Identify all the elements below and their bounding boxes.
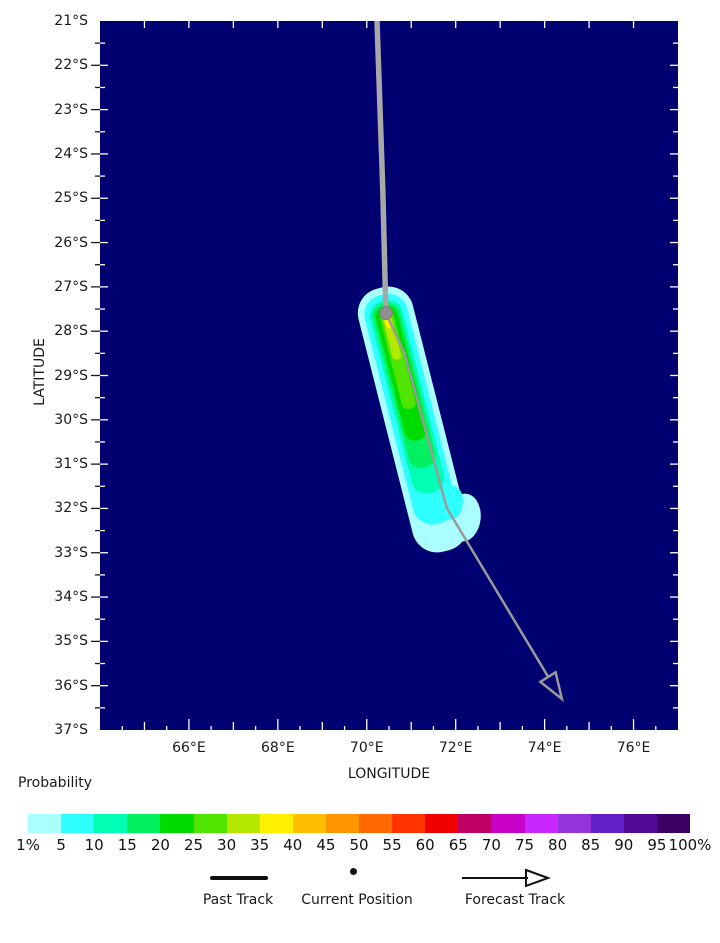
colorbar-cell [425,814,459,833]
lon-tick-label: 76°E [616,740,651,756]
colorbar-label: 50 [349,836,369,854]
colorbar-cell [193,814,228,833]
colorbar-cell [623,814,658,833]
axis-ticks [91,21,678,730]
x-axis-title: LONGITUDE [347,766,431,782]
lat-tick-label: 21°S [54,13,88,29]
colorbar-label: 15 [117,836,137,854]
lat-tick-label: 26°S [54,234,88,251]
colorbar-label: 5 [56,836,66,854]
colorbar-cell [160,814,194,833]
current-position-legend-label: Current Position [301,892,413,908]
lat-tick-label: 29°S [54,367,88,384]
lat-tick-label: 34°S [54,589,88,606]
colorbar-label: 85 [581,836,601,854]
colorbar-label: 40 [283,836,303,854]
past-track-line [374,20,389,314]
forecast-arrow-icon [538,670,565,703]
colorbar-cell [292,814,327,833]
past-track-legend-icon [210,876,268,880]
colorbar-title: Probability [18,775,93,791]
lat-tick-label: 24°S [54,145,88,162]
colorbar-cell [359,814,393,833]
colorbar-cell [127,814,161,833]
colorbar-label: 30 [217,836,237,854]
past-track-legend-label: Past Track [202,892,274,908]
forecast-track-line [384,312,550,678]
colorbar-cell [590,814,625,833]
lat-tick-label: 33°S [54,544,88,561]
colorbar-label: 10 [84,836,104,854]
lon-tick-label: 74°E [527,740,562,756]
colorbar-label: 100% [668,836,712,854]
colorbar-label: 35 [250,836,270,854]
colorbar-cell [325,814,360,833]
lon-tick-label: 66°E [172,740,206,756]
plume-bulge-5 [440,485,463,520]
colorbar-label: 80 [548,836,568,854]
current-position-dot [378,306,393,321]
lat-tick-label: 36°S [54,677,88,694]
probability-map [91,20,678,730]
colorbar-cell [259,814,294,833]
y-axis-title: LATITUDE [32,338,48,406]
colorbar-cell [226,814,261,833]
colorbar-label: 90 [614,836,634,854]
lat-tick-label: 23°S [54,101,88,118]
colorbar-label: 65 [448,836,468,854]
lat-tick-label: 28°S [54,323,88,340]
colorbar-label: 75 [514,836,535,854]
lat-tick-label: 27°S [54,278,88,295]
colorbar-cell [524,814,559,833]
forecast-track-legend-label: Forecast Track [464,892,566,908]
lon-tick-label: 68°E [261,740,295,756]
lon-tick-label: 72°E [438,740,473,756]
lat-tick-label: 30°S [54,411,88,428]
colorbar-cell [28,814,62,833]
colorbar-cell [61,814,95,833]
colorbar-label: 60 [415,836,435,854]
colorbar-cell [557,814,592,833]
forecast-track-legend-icon [462,868,551,888]
lat-tick-label: 32°S [54,500,88,517]
lat-tick-label: 25°S [54,190,88,207]
colorbar-cell [94,814,128,833]
colorbar-label: 1% [16,836,40,854]
colorbar-label: 20 [150,836,170,854]
colorbar-label: 70 [481,836,501,854]
colorbar-cell [458,814,492,833]
colorbar-cell [656,814,691,833]
colorbar-label: 45 [316,836,336,854]
lat-tick-label: 35°S [54,633,88,650]
colorbar-label: 95 [647,836,667,854]
colorbar-label: 25 [183,836,204,854]
colorbar-cell [491,814,525,833]
lon-tick-label: 70°E [349,740,384,756]
lat-tick-label: 22°S [54,57,88,74]
lat-tick-label: 37°S [54,722,88,738]
current-position-legend-icon [350,868,357,875]
lat-tick-label: 31°S [54,456,88,473]
colorbar-cell [392,814,426,833]
colorbar-label: 55 [382,836,402,854]
